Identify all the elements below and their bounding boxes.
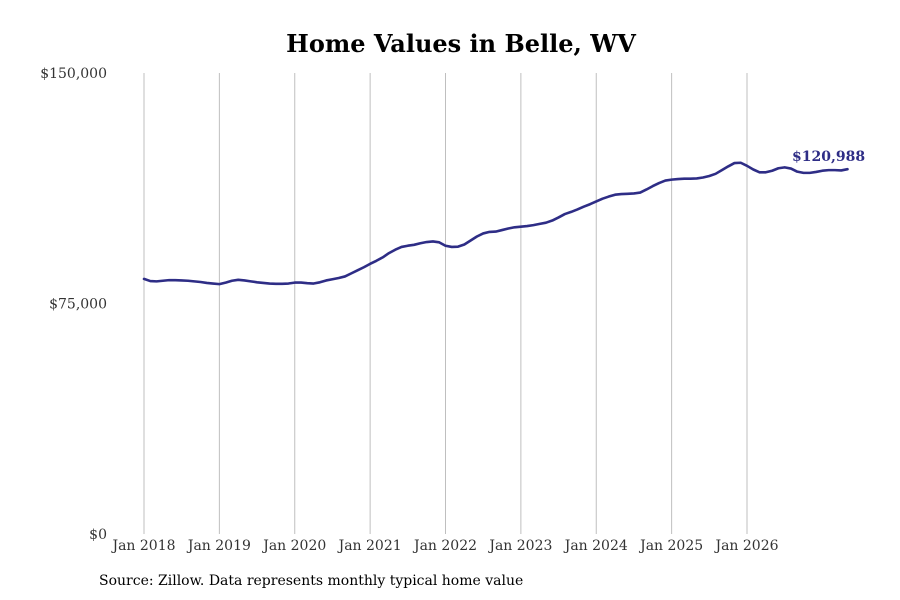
y-tick-label: $150,000	[40, 66, 107, 82]
x-tick-label: Jan 2025	[638, 538, 703, 554]
x-tick-label: Jan 2020	[261, 538, 326, 554]
x-tick-label: Jan 2019	[186, 538, 251, 554]
source-note: Source: Zillow. Data represents monthly …	[99, 573, 524, 589]
x-tick-label: Jan 2024	[563, 538, 628, 554]
home-value-line	[142, 161, 849, 286]
x-tick-label: Jan 2021	[337, 538, 402, 554]
y-axis-ticks: $0 $75,000 $150,000	[40, 66, 107, 543]
x-tick-label: Jan 2026	[713, 538, 778, 554]
x-tick-label: Jan 2022	[412, 538, 477, 554]
chart-title: Home Values in Belle, WV	[286, 29, 636, 58]
y-tick-label: $0	[89, 527, 107, 543]
x-tick-label: Jan 2023	[487, 538, 552, 554]
x-tick-label: Jan 2018	[110, 538, 175, 554]
x-axis-ticks: Jan 2018 Jan 2019 Jan 2020 Jan 2021 Jan 2022…	[110, 538, 778, 554]
y-tick-label: $75,000	[49, 297, 107, 313]
latest-value-label: $120,988	[792, 149, 865, 165]
x-gridlines	[143, 73, 748, 534]
